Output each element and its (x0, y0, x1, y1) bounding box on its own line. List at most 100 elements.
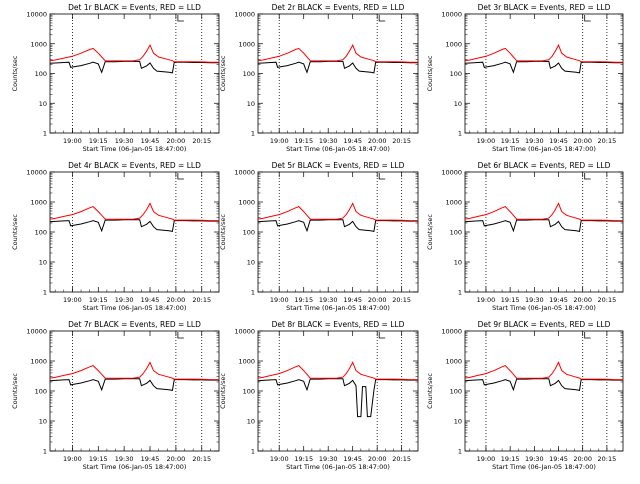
y-tick-label: 10 (39, 418, 47, 426)
y-tick-label: 1000 (30, 40, 47, 48)
x-axis-label: Start Time (06-Jan-05 18:47:00) (492, 463, 596, 471)
y-axis-label: Counts/sec (11, 373, 19, 409)
x-tick-label: 19:45 (549, 137, 568, 145)
plot-frame (464, 330, 624, 452)
y-tick-label: 10 (454, 259, 462, 267)
x-tick-label: 19:00 (63, 455, 82, 463)
x-tick-label: 20:15 (392, 296, 411, 304)
x-tick-label: 19:45 (141, 455, 160, 463)
y-tick-label: 1000 (238, 199, 255, 207)
y-axis-label: Counts/sec (426, 214, 434, 250)
x-tick-label: 19:00 (270, 455, 289, 463)
x-axis-label: Start Time (06-Jan-05 18:47:00) (286, 304, 390, 312)
y-tick-label: 1 (458, 448, 462, 456)
series-line-events (464, 378, 623, 392)
x-tick-label: 19:30 (525, 296, 544, 304)
x-tick-label: 20:00 (167, 455, 186, 463)
detector-panel-3: Det 3r BLACK = Events, RED = LLD 1 10 100 10… (426, 3, 624, 153)
y-tick-label: 1 (43, 289, 47, 297)
plot-frame (257, 13, 419, 134)
x-tick-label: 19:30 (319, 455, 338, 463)
series-line-events (464, 60, 623, 74)
panel-title: Det 9r BLACK = Events, RED = LLD (478, 320, 611, 329)
y-tick-label: 1000 (445, 40, 462, 48)
y-tick-label: 10 (39, 100, 47, 108)
x-axis-label: Start Time (06-Jan-05 18:47:00) (83, 304, 187, 312)
series-line-lld (257, 361, 418, 381)
detector-panel-9: Det 9r BLACK = Events, RED = LLD 1 10 100 10… (426, 320, 624, 471)
y-tick-label: 10000 (441, 11, 462, 19)
x-tick-label: 19:00 (477, 455, 496, 463)
y-axis-label: Counts/sec (426, 373, 434, 409)
x-tick-label: 20:00 (167, 137, 186, 145)
y-tick-label: 10 (454, 100, 462, 108)
panel-title: Det 3r BLACK = Events, RED = LLD (478, 3, 611, 12)
detector-panel-1: Det 1r BLACK = Events, RED = LLD 1 10 100 10… (11, 3, 220, 153)
series-line-lld (49, 43, 219, 63)
series-line-lld (464, 43, 623, 63)
y-tick-label: 100 (35, 70, 47, 78)
x-axis-label: Start Time (06-Jan-05 18:47:00) (492, 145, 596, 153)
x-tick-label: 20:15 (598, 137, 617, 145)
x-tick-label: 19:00 (270, 137, 289, 145)
y-tick-label: 100 (450, 229, 462, 237)
detector-panel-2: Det 2r BLACK = Events, RED = LLD 1 10 100 10… (219, 3, 419, 153)
series-line-events (49, 219, 219, 233)
x-tick-label: 20:00 (368, 137, 387, 145)
attenuator-marker (177, 15, 184, 22)
x-tick-label: 20:15 (192, 455, 211, 463)
x-tick-label: 20:15 (598, 296, 617, 304)
x-tick-label: 19:15 (89, 137, 108, 145)
y-tick-label: 1000 (30, 199, 47, 207)
y-tick-label: 10 (247, 100, 255, 108)
x-tick-label: 19:30 (319, 137, 338, 145)
x-tick-label: 19:00 (477, 137, 496, 145)
y-tick-label: 10000 (441, 328, 462, 336)
y-tick-label: 1000 (238, 358, 255, 366)
series-line-events (257, 219, 418, 233)
detector-panel-8: Det 8r BLACK = Events, RED = LLD 1 10 100 10… (219, 320, 419, 471)
x-axis-label: Start Time (06-Jan-05 18:47:00) (83, 145, 187, 153)
x-tick-label: 20:15 (192, 296, 211, 304)
x-tick-label: 19:00 (270, 296, 289, 304)
y-tick-label: 10000 (26, 328, 47, 336)
detector-panel-7: Det 7r BLACK = Events, RED = LLD 1 10 100 10… (11, 320, 220, 471)
y-tick-label: 1000 (445, 199, 462, 207)
attenuator-marker (378, 173, 386, 180)
panel-title: Det 4r BLACK = Events, RED = LLD (68, 161, 201, 170)
y-tick-label: 1 (251, 448, 255, 456)
x-tick-label: 19:45 (141, 137, 160, 145)
panel-title: Det 5r BLACK = Events, RED = LLD (272, 161, 405, 170)
y-tick-label: 1000 (445, 358, 462, 366)
y-tick-label: 100 (243, 388, 255, 396)
x-tick-label: 19:15 (294, 455, 313, 463)
y-tick-label: 10 (454, 418, 462, 426)
y-tick-label: 10000 (26, 11, 47, 19)
x-tick-label: 19:45 (549, 455, 568, 463)
panel-title: Det 1r BLACK = Events, RED = LLD (68, 3, 201, 12)
x-tick-label: 19:15 (501, 455, 520, 463)
x-tick-label: 19:30 (115, 137, 134, 145)
y-tick-label: 10 (247, 259, 255, 267)
plot-frame (257, 330, 419, 452)
attenuator-marker (378, 15, 386, 22)
x-axis-label: Start Time (06-Jan-05 18:47:00) (83, 463, 187, 471)
x-tick-label: 19:15 (89, 296, 108, 304)
x-tick-label: 19:45 (549, 296, 568, 304)
series-line-lld (257, 202, 418, 222)
y-tick-label: 100 (243, 229, 255, 237)
y-tick-label: 1 (251, 130, 255, 138)
x-tick-label: 20:00 (368, 455, 387, 463)
y-tick-label: 10 (39, 259, 47, 267)
y-tick-label: 1 (458, 289, 462, 297)
series-line-events (257, 60, 418, 74)
series-line-lld (257, 43, 418, 63)
x-tick-label: 19:30 (319, 296, 338, 304)
y-tick-label: 10000 (234, 11, 255, 19)
y-tick-label: 10000 (26, 169, 47, 177)
y-tick-label: 10 (247, 418, 255, 426)
y-tick-label: 1000 (30, 358, 47, 366)
series-line-events (257, 378, 418, 418)
y-axis-label: Counts/sec (219, 55, 227, 91)
